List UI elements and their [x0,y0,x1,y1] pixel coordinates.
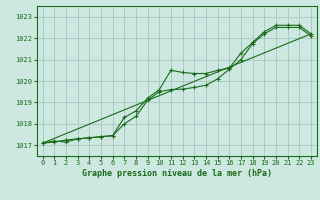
X-axis label: Graphe pression niveau de la mer (hPa): Graphe pression niveau de la mer (hPa) [82,169,272,178]
